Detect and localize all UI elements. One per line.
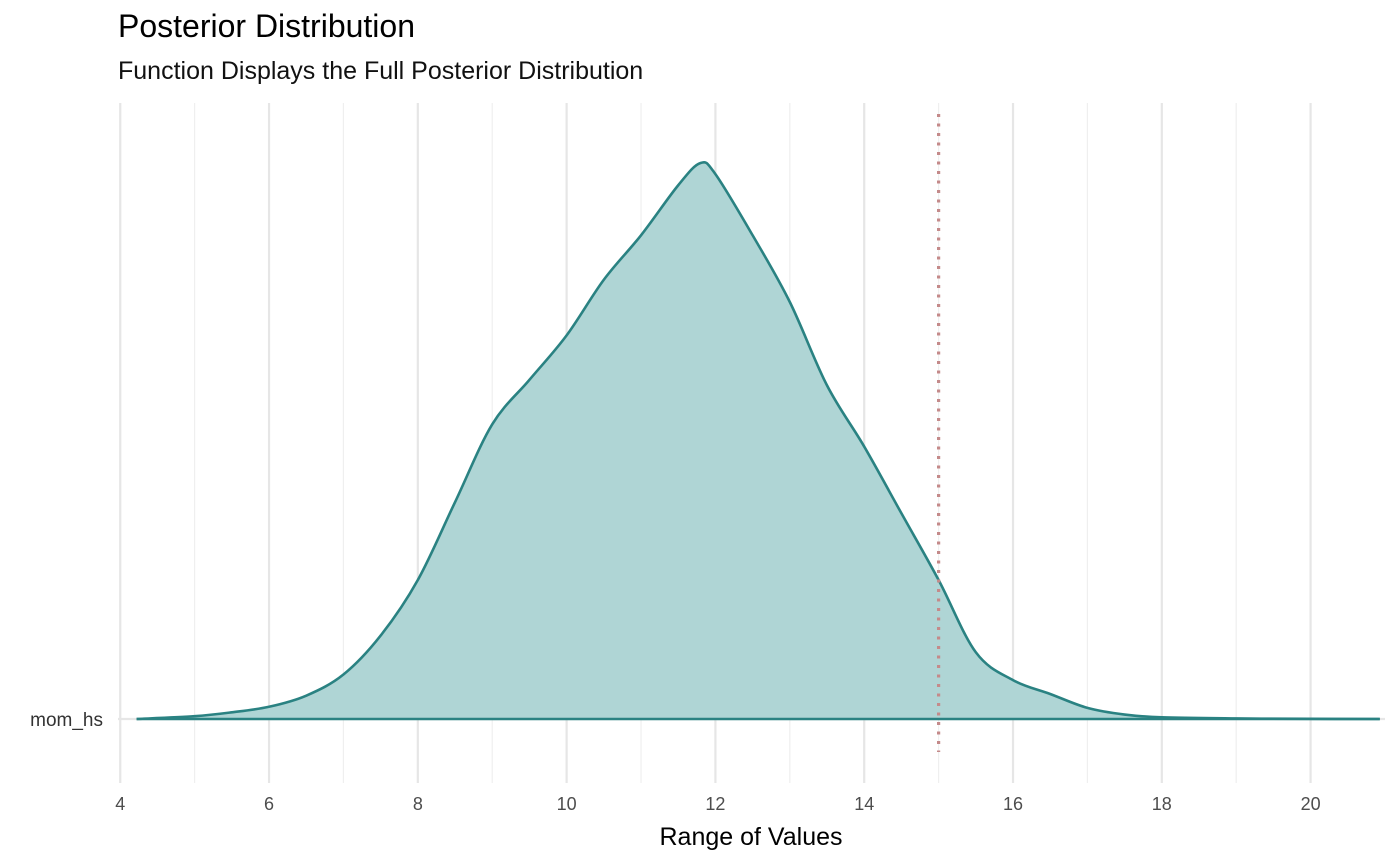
density-series bbox=[136, 160, 1380, 721]
y-category-label: mom_hs bbox=[30, 710, 103, 731]
x-tick-label: 12 bbox=[705, 794, 725, 814]
chart-title: Posterior Distribution bbox=[118, 8, 415, 44]
density-curve bbox=[136, 160, 1380, 721]
x-tick-label: 8 bbox=[413, 794, 423, 814]
x-tick-label: 16 bbox=[1003, 794, 1023, 814]
x-axis-title: Range of Values bbox=[660, 823, 843, 851]
x-axis: 4 6 8 10 12 14 16 18 20 bbox=[115, 794, 1320, 814]
x-tick-label: 10 bbox=[557, 794, 577, 814]
x-tick-label: 20 bbox=[1301, 794, 1321, 814]
chart-subtitle: Function Displays the Full Posterior Dis… bbox=[118, 57, 644, 85]
y-axis: mom_hs bbox=[30, 710, 103, 731]
density-area bbox=[136, 162, 1380, 719]
x-tick-label: 4 bbox=[115, 794, 125, 814]
x-tick-label: 14 bbox=[854, 794, 874, 814]
x-tick-label: 6 bbox=[264, 794, 274, 814]
x-tick-label: 18 bbox=[1152, 794, 1172, 814]
